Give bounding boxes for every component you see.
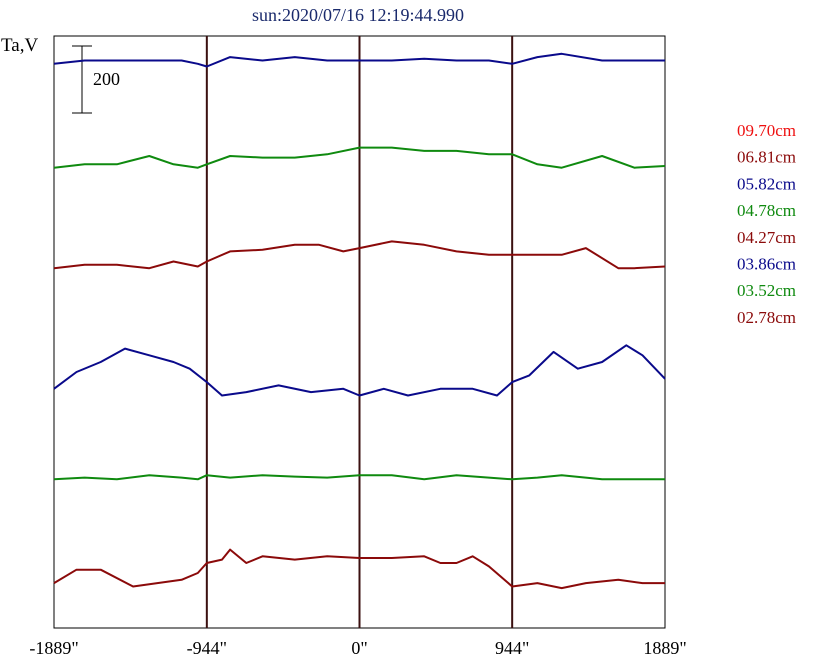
x-tick-label-2: 0" (351, 638, 367, 658)
x-tick-label-0: -1889" (29, 638, 78, 658)
legend-entry-1: 06.81cm (737, 148, 796, 167)
scale-bar (72, 45, 92, 114)
series-line-5 (53, 344, 666, 397)
legend-entry-4: 04.27cm (737, 228, 796, 247)
legend-entry-7: 02.78cm (737, 308, 796, 327)
chart-title: sun:2020/07/16 12:19:44.990 (252, 5, 464, 25)
x-tick-label-3: 944" (495, 638, 529, 658)
scale-bar-label: 200 (93, 69, 120, 89)
series-line-7 (53, 548, 665, 590)
y-axis-label: Ta,V (1, 35, 38, 56)
legend-entry-0: 09.70cm (737, 121, 796, 140)
series-line-6 (53, 474, 665, 481)
series-line-3 (53, 146, 666, 169)
x-tick-label-1: -944" (187, 638, 227, 658)
x-tick-label-4: 1889" (643, 638, 686, 658)
series-line-2 (53, 52, 665, 68)
legend-entry-3: 04.78cm (737, 201, 796, 220)
series-line-4 (53, 240, 666, 270)
legend-entry-6: 03.52cm (737, 281, 796, 300)
legend-entry-2: 05.82cm (737, 174, 796, 193)
legend-entry-5: 03.86cm (737, 255, 796, 274)
